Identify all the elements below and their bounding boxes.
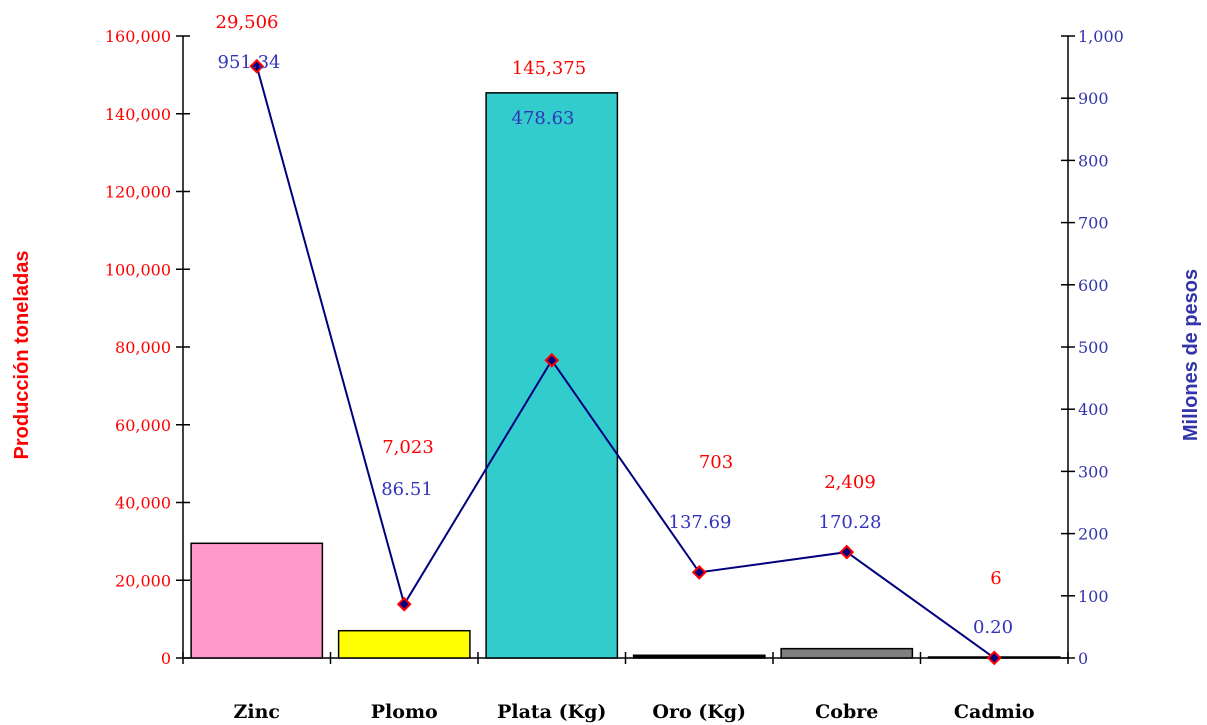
right-tick-label: 700 <box>1078 214 1109 233</box>
production-label: 145,375 <box>512 58 586 79</box>
axes: 0 20,000 40,000 60,000 80,000 100,000 120,000 1… <box>105 27 1124 723</box>
value-point <box>839 544 855 560</box>
left-tick-label: 80,000 <box>115 338 171 357</box>
right-axis-title: Millones de pesos <box>1180 269 1202 441</box>
left-tick-label: 160,000 <box>105 27 171 46</box>
left-axis-title: Producción toneladas <box>11 251 33 460</box>
data-labels: 29,506 7,023 145,375 703 2,409 6 951.34 86.51 47… <box>216 12 1014 638</box>
value-label: 170.28 <box>819 512 882 533</box>
bar-zinc <box>190 542 324 659</box>
left-tick-label: 20,000 <box>115 571 171 590</box>
value-line <box>255 66 995 659</box>
category-label: Plomo <box>371 701 438 723</box>
bar-plata-kg <box>485 92 619 659</box>
value-point <box>249 58 265 74</box>
production-label: 6 <box>990 568 1001 589</box>
right-tick-label: 300 <box>1078 462 1109 481</box>
right-tick-label: 400 <box>1078 400 1109 419</box>
value-label: 137.69 <box>669 512 732 533</box>
bar-oro-kg <box>632 654 766 659</box>
left-tick-label: 40,000 <box>115 494 171 513</box>
value-label: 0.20 <box>973 617 1013 638</box>
bar-plomo <box>337 629 471 659</box>
production-label: 2,409 <box>824 472 876 493</box>
category-label: Cadmio <box>954 701 1035 723</box>
value-point <box>986 650 1002 666</box>
category-label: Oro (Kg) <box>652 701 746 723</box>
production-label: 7,023 <box>382 437 434 458</box>
value-point <box>691 564 707 580</box>
right-tick-label: 1,000 <box>1078 27 1124 46</box>
right-tick-label: 800 <box>1078 151 1109 170</box>
left-tick-label: 0 <box>161 649 171 668</box>
bar-series <box>190 92 1061 659</box>
value-point <box>544 352 560 368</box>
left-tick-label: 120,000 <box>105 183 171 202</box>
category-label: Zinc <box>234 701 280 723</box>
value-label: 951.34 <box>218 52 281 73</box>
left-tick-label: 140,000 <box>105 105 171 124</box>
production-label: 29,506 <box>216 12 279 33</box>
left-tick-label: 60,000 <box>115 416 171 435</box>
right-tick-label: 900 <box>1078 89 1109 108</box>
value-label: 86.51 <box>381 479 433 500</box>
production-label: 703 <box>699 452 733 473</box>
category-label: Cobre <box>815 701 878 723</box>
right-tick-label: 500 <box>1078 338 1109 357</box>
right-tick-label: 100 <box>1078 587 1109 606</box>
right-tick-label: 200 <box>1078 525 1109 544</box>
right-tick-label: 600 <box>1078 276 1109 295</box>
bar-cobre <box>780 647 914 659</box>
value-label: 478.63 <box>512 108 575 129</box>
right-tick-label: 0 <box>1078 649 1088 668</box>
category-label: Plata (Kg) <box>497 701 606 723</box>
value-point <box>396 596 412 612</box>
line-series <box>249 58 1002 666</box>
left-tick-label: 100,000 <box>105 260 171 279</box>
